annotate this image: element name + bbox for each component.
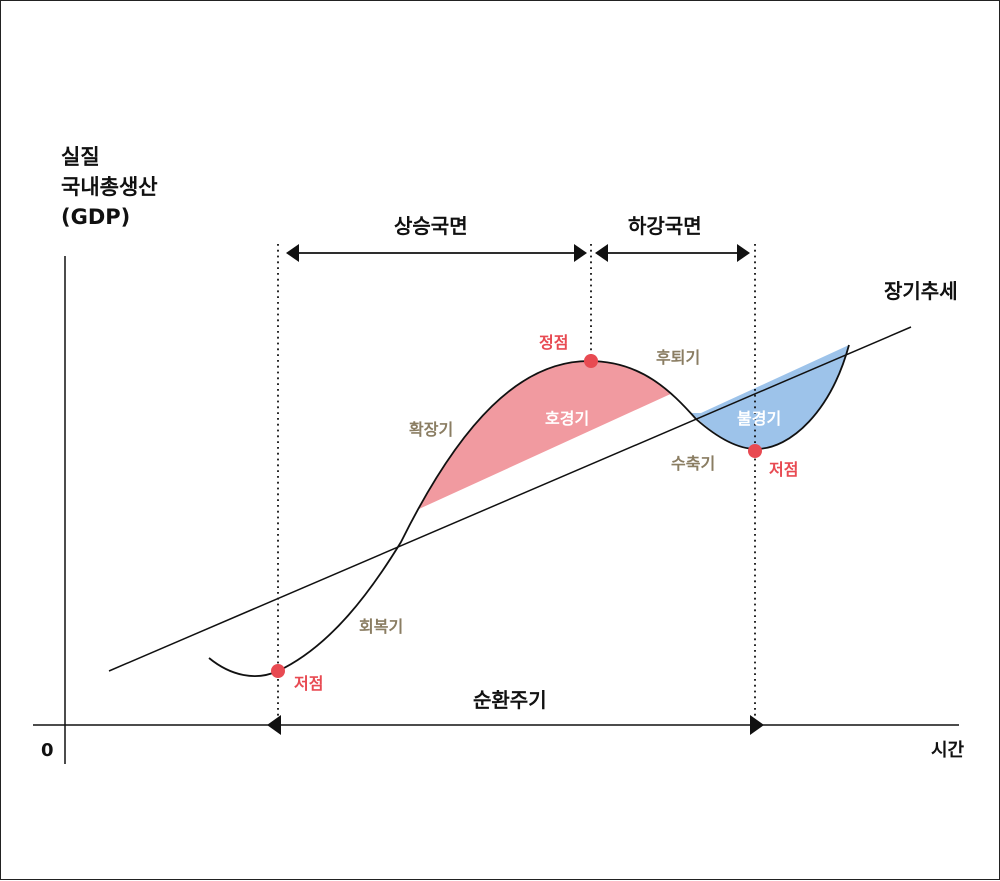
x-axis-label: 시간 <box>931 740 965 761</box>
y-axis-label-line2: 국내총생산 <box>61 175 158 199</box>
rising-arrow-right-head <box>574 244 587 262</box>
recovery-stage-label: 회복기 <box>359 617 404 636</box>
trend-line <box>108 326 912 672</box>
trough-start-label: 저점 <box>294 674 324 693</box>
trough-start-point <box>271 664 285 678</box>
rising-arrow-left-head <box>286 244 299 262</box>
y-axis-label-line3: (GDP) <box>61 205 131 229</box>
cycle-label: 순환주기 <box>473 688 547 712</box>
retreat-stage-label: 후퇴기 <box>656 348 701 367</box>
contraction-stage-label: 수축기 <box>671 454 716 473</box>
trough-end-label: 저점 <box>769 460 799 479</box>
rising-phase-label: 상승국면 <box>394 214 468 238</box>
cycle-arrow-left-head <box>267 715 281 735</box>
falling-arrow-right-head <box>737 244 750 262</box>
y-axis-label-line1: 실질 <box>61 145 100 169</box>
origin-label: 0 <box>41 740 54 761</box>
boom-region-label: 호경기 <box>545 409 590 428</box>
peak-label: 정점 <box>539 333 569 352</box>
boom-region <box>401 361 696 545</box>
expansion-stage-label: 확장기 <box>409 420 454 439</box>
cycle-arrow-right-head <box>750 715 764 735</box>
trend-label: 장기추세 <box>884 279 958 303</box>
recession-region-label: 불경기 <box>737 409 782 428</box>
falling-arrow-left-head <box>595 244 608 262</box>
peak-point <box>584 354 598 368</box>
trough-end-point <box>748 444 762 458</box>
falling-phase-label: 하강국면 <box>628 214 702 238</box>
